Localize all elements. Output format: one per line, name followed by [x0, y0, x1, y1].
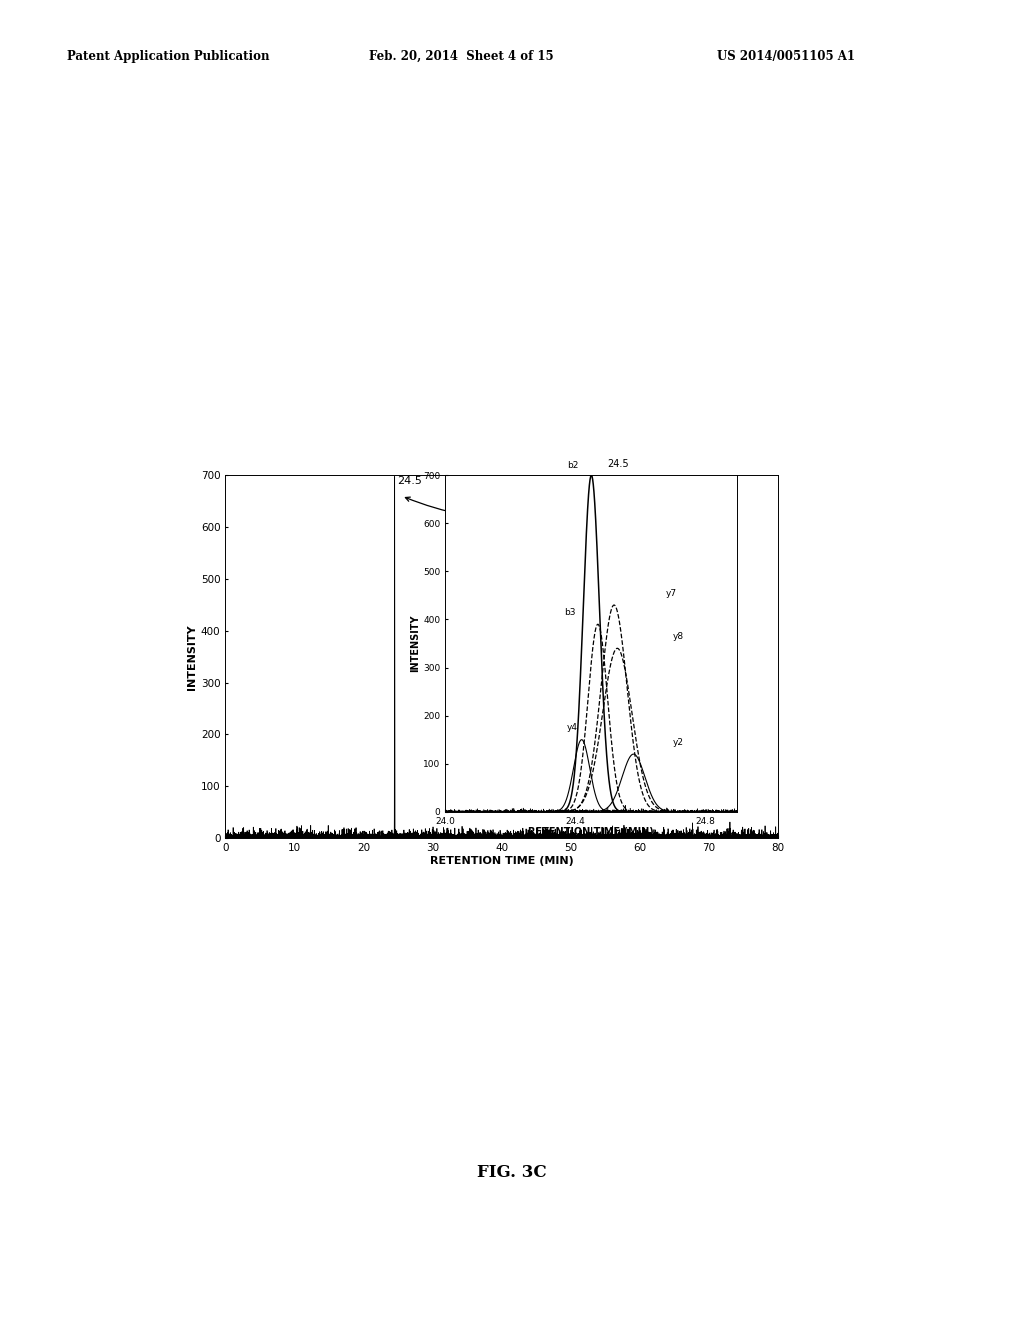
Text: b2: b2: [567, 462, 579, 470]
Text: FIG. 3C: FIG. 3C: [477, 1164, 547, 1181]
X-axis label: RETENTION TIME (MIN): RETENTION TIME (MIN): [430, 855, 573, 866]
Text: 24.5: 24.5: [397, 475, 422, 486]
Y-axis label: INTENSITY: INTENSITY: [411, 615, 421, 672]
Y-axis label: INTENSITY: INTENSITY: [186, 624, 197, 689]
Text: y8: y8: [673, 632, 684, 642]
Text: 24.5: 24.5: [607, 459, 629, 470]
Text: y7: y7: [666, 589, 677, 598]
Text: K-Ras G12V PEPTIDE
(LVVVGAVGVGK*): K-Ras G12V PEPTIDE (LVVVGAVGVGK*): [406, 498, 643, 525]
Text: Feb. 20, 2014  Sheet 4 of 15: Feb. 20, 2014 Sheet 4 of 15: [369, 50, 553, 63]
Text: b3: b3: [564, 609, 575, 616]
Text: y2: y2: [673, 738, 683, 747]
Text: US 2014/0051105 A1: US 2014/0051105 A1: [717, 50, 855, 63]
X-axis label: RETENTION TIME (MIN): RETENTION TIME (MIN): [528, 828, 654, 837]
Text: Patent Application Publication: Patent Application Publication: [67, 50, 269, 63]
Text: y4: y4: [567, 723, 578, 733]
